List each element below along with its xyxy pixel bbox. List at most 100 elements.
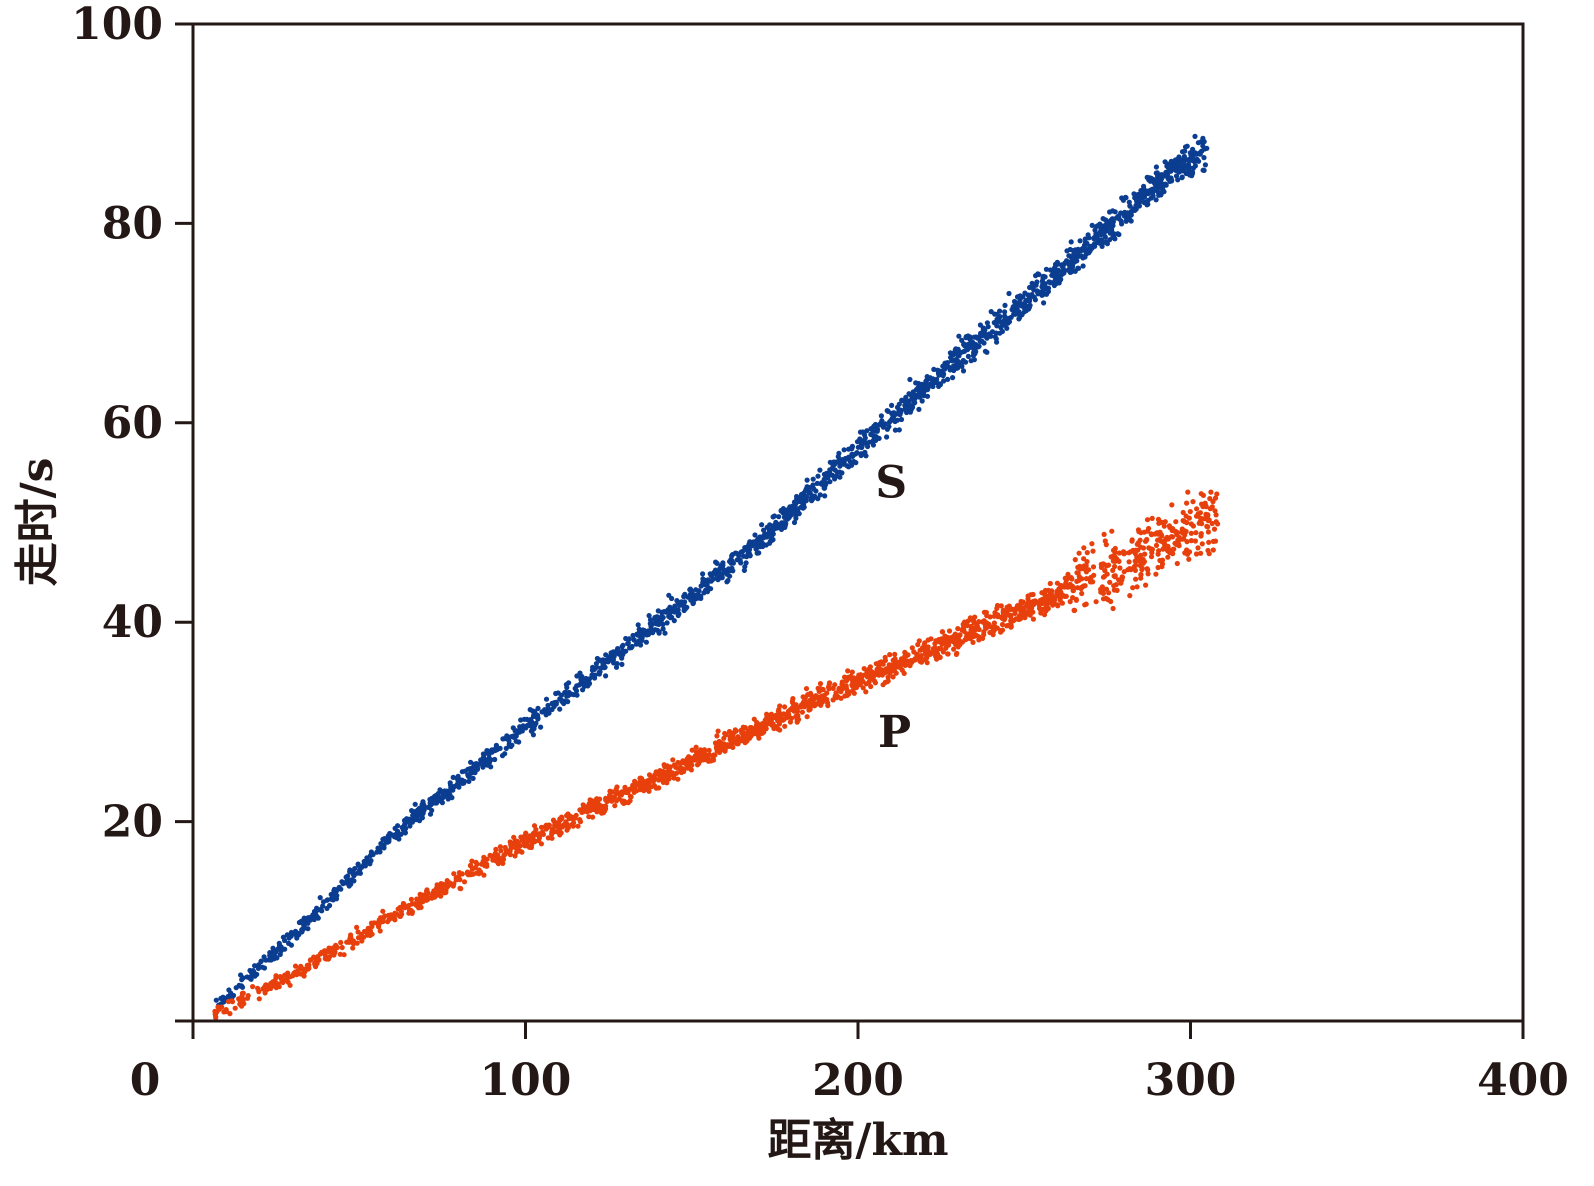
data-point [598, 665, 604, 671]
data-point [945, 651, 951, 657]
data-point [299, 929, 305, 935]
data-point [923, 378, 929, 384]
data-point [450, 774, 456, 781]
data-point [849, 682, 855, 688]
series-label-P: P [878, 707, 911, 758]
data-point [580, 806, 586, 812]
data-point [1031, 294, 1037, 300]
data-point [756, 726, 763, 733]
data-point [960, 368, 967, 374]
data-point [282, 937, 288, 944]
data-point [577, 819, 584, 825]
data-point [1133, 547, 1139, 553]
data-point [1156, 520, 1162, 526]
data-point [512, 853, 518, 859]
data-point [874, 666, 880, 673]
data-point [1012, 302, 1018, 308]
data-point [252, 973, 258, 979]
data-point [860, 685, 866, 691]
data-point [764, 714, 770, 721]
data-point [299, 920, 305, 926]
data-point [1213, 519, 1219, 525]
data-point [908, 392, 914, 398]
data-point [1173, 519, 1179, 525]
data-point [1000, 607, 1006, 614]
data-point [331, 952, 337, 958]
data-point [1103, 239, 1109, 245]
data-point [891, 410, 897, 416]
data-point [559, 697, 565, 703]
data-point [920, 646, 926, 652]
data-point [1099, 588, 1105, 594]
data-point [919, 382, 925, 388]
data-point [794, 493, 800, 500]
data-point [718, 747, 724, 753]
data-point [528, 720, 534, 726]
data-point [667, 610, 673, 616]
data-point [1016, 316, 1022, 322]
data-point [1131, 191, 1137, 197]
data-point [694, 592, 701, 598]
data-point [1121, 569, 1127, 575]
data-point [526, 838, 532, 844]
data-point [1084, 550, 1090, 556]
data-point [1067, 599, 1073, 605]
data-point [563, 682, 570, 688]
data-point [878, 413, 885, 419]
data-point [737, 557, 743, 564]
x-tick-label: 100 [480, 1055, 572, 1106]
data-point [1202, 516, 1208, 522]
data-point [782, 704, 788, 710]
data-point [213, 997, 219, 1003]
data-point [890, 674, 896, 680]
data-point [412, 809, 418, 815]
data-point [301, 973, 307, 979]
plot-frame [191, 22, 1525, 1023]
data-point [998, 629, 1004, 635]
data-point [437, 885, 443, 891]
data-point [1153, 197, 1159, 203]
data-point [1030, 609, 1036, 615]
data-point [1153, 164, 1159, 170]
data-point [820, 686, 826, 693]
data-point [901, 661, 907, 667]
data-point [380, 908, 386, 914]
data-point [964, 347, 971, 353]
data-point [799, 709, 806, 715]
data-point [620, 642, 626, 648]
data-point [1153, 571, 1159, 577]
data-point [763, 722, 769, 728]
data-point [976, 343, 982, 349]
data-point [361, 928, 368, 935]
data-point [868, 674, 874, 680]
data-point [1193, 530, 1199, 536]
data-point [602, 664, 608, 670]
data-point [538, 724, 544, 730]
data-point [772, 522, 778, 528]
data-point [1072, 557, 1078, 563]
data-point [549, 831, 555, 837]
data-point [841, 447, 847, 453]
data-point [866, 666, 872, 672]
data-point [839, 470, 845, 476]
data-point [420, 899, 426, 905]
data-point [1200, 492, 1206, 498]
data-point [632, 778, 638, 784]
data-point [945, 376, 951, 382]
data-point [378, 841, 384, 847]
data-point [1195, 140, 1201, 146]
data-point [1173, 173, 1180, 179]
data-point [803, 686, 810, 692]
data-point [1059, 263, 1065, 269]
data-point [324, 905, 330, 912]
data-point [870, 442, 877, 448]
data-point [742, 725, 748, 731]
data-point [233, 985, 239, 991]
data-point [950, 352, 957, 358]
data-point [1042, 589, 1048, 595]
data-point [1132, 567, 1138, 574]
data-point [1196, 158, 1202, 164]
data-point [1091, 236, 1097, 242]
data-point [238, 972, 244, 978]
data-point [809, 498, 815, 504]
